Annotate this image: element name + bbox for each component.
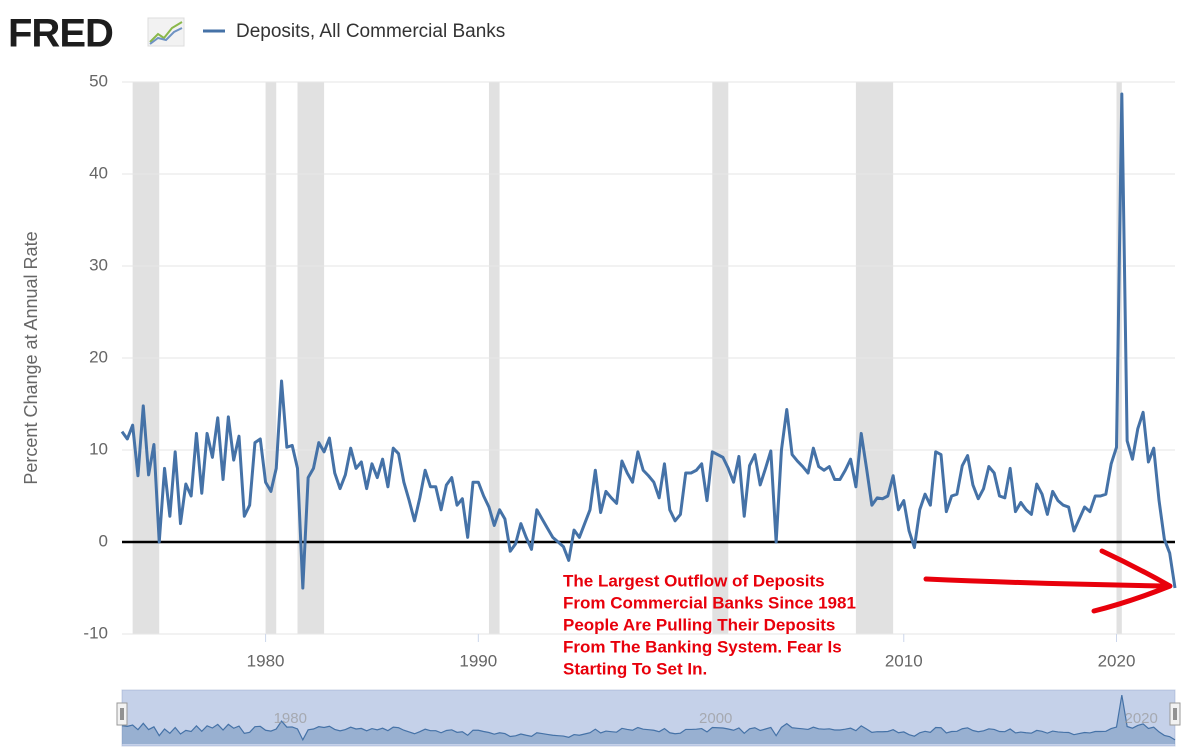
y-tick-label: 50 — [89, 71, 108, 90]
y-tick-label: 0 — [99, 531, 108, 550]
navigator-handle[interactable] — [116, 702, 128, 726]
annotation-line: From The Banking System. Fear Is — [563, 637, 842, 656]
y-axis-label: Percent Change at Annual Rate — [21, 231, 41, 484]
y-tick-label: 40 — [89, 163, 108, 182]
x-tick-label: 2010 — [885, 651, 923, 670]
logo-icon — [147, 17, 185, 47]
navigator-line — [121, 694, 1176, 742]
x-tick-label: 2020 — [1098, 651, 1136, 670]
navigator-tick-label: 2000 — [699, 710, 732, 727]
logo: FRED — [8, 12, 113, 56]
series-line — [120, 92, 1177, 590]
y-tick-label: -10 — [83, 623, 108, 642]
annotation-line: Starting To Set In. — [563, 659, 707, 678]
navigator-mask — [122, 690, 1175, 746]
annotation-line: People Are Pulling Their Deposits — [563, 615, 835, 634]
y-tick-label: 20 — [89, 347, 108, 366]
annotation-arrowhead — [1091, 548, 1173, 614]
x-tick-label: 1980 — [247, 651, 285, 670]
legend-label: Deposits, All Commercial Banks — [236, 21, 505, 42]
y-tick-label: 10 — [89, 439, 108, 458]
navigator-tick-label: 1980 — [274, 710, 307, 727]
navigator-area — [122, 695, 1175, 744]
navigator-tick-label: 2020 — [1125, 710, 1158, 727]
y-tick-label: 30 — [89, 255, 108, 274]
x-tick-label: 1990 — [459, 651, 497, 670]
annotation-line: From Commercial Banks Since 1981 — [563, 593, 856, 612]
handle-body — [116, 702, 128, 726]
handle-body — [1169, 702, 1181, 726]
navigator[interactable] — [121, 689, 1176, 747]
annotation-arrow — [923, 576, 1171, 589]
navigator-handle[interactable] — [1169, 702, 1181, 726]
annotation-line: The Largest Outflow of Deposits — [563, 571, 825, 590]
